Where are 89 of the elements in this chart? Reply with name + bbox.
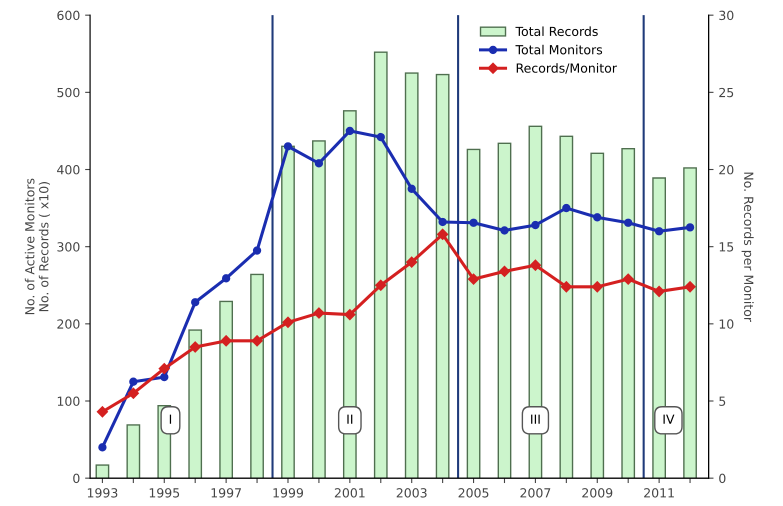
legend-label: Records/Monitor: [516, 63, 617, 74]
annotation: I: [170, 414, 172, 424]
x-tick-label: 2007: [520, 488, 550, 498]
point: [624, 218, 632, 227]
point: [530, 260, 542, 271]
bar: [250, 274, 264, 478]
point: [408, 184, 416, 193]
x-tick-label: 1997: [212, 488, 241, 498]
bar: [312, 140, 326, 478]
point: [498, 266, 510, 277]
bar: [404, 72, 419, 478]
bar: [590, 152, 604, 478]
x-tick-label: 2003: [396, 488, 427, 498]
y2-tick-label: 20: [719, 164, 734, 174]
x-tick-label: 2005: [458, 488, 488, 498]
point: [500, 226, 509, 235]
point: [469, 218, 478, 227]
point: [129, 378, 138, 386]
bar: [498, 142, 512, 478]
point: [190, 341, 201, 353]
bar: [466, 148, 480, 478]
y-tick-label: 500: [57, 88, 80, 98]
annotation: IV: [664, 414, 674, 424]
bar: [188, 329, 202, 478]
point: [438, 218, 447, 226]
legend-label: Total Records: [515, 26, 598, 36]
bar: [96, 464, 110, 478]
point: [160, 372, 168, 382]
point: [128, 388, 139, 399]
point: [654, 227, 664, 236]
annotation: III: [531, 414, 540, 424]
point: [284, 142, 292, 151]
point: [282, 316, 294, 328]
point: [593, 213, 602, 222]
point: [622, 273, 634, 285]
bar: [281, 146, 295, 478]
point: [375, 280, 386, 291]
annotation: II: [347, 414, 352, 424]
bar: [683, 167, 697, 478]
point: [562, 204, 571, 212]
point: [531, 220, 540, 230]
point: [191, 298, 200, 306]
point: [314, 159, 324, 168]
bar: [126, 424, 140, 478]
legend-label: Total Monitors: [515, 44, 602, 54]
point: [686, 223, 694, 232]
point: [437, 228, 448, 240]
y2-axis-title: No. Records per Monitor: [742, 172, 754, 322]
point: [684, 281, 696, 292]
x-tick-label: 1993: [88, 488, 118, 498]
y2-tick-label: 5: [719, 396, 726, 406]
y2-tick-label: 15: [720, 242, 734, 252]
point: [346, 126, 354, 136]
point: [220, 335, 232, 346]
point: [468, 273, 480, 285]
bar: [436, 74, 450, 478]
point: [96, 406, 108, 418]
y2-tick-label: 30: [719, 10, 734, 20]
y-tick-label: 400: [57, 164, 80, 174]
point: [313, 307, 325, 319]
point: [592, 281, 603, 292]
y-tick-label: 0: [73, 474, 80, 484]
y-tick-label: 100: [58, 396, 80, 406]
x-tick-label: 2009: [582, 488, 612, 498]
point: [98, 443, 107, 452]
bar: [559, 136, 574, 478]
y2-tick-label: 0: [719, 474, 726, 484]
point: [406, 256, 418, 268]
point: [654, 286, 665, 298]
x-tick-label: 1999: [273, 488, 304, 498]
bar: [219, 300, 234, 478]
y-axis-title: No. of Active Monitors No. of Records ( x10): [24, 178, 50, 314]
x-tick-label: 1995: [150, 488, 180, 498]
point: [222, 274, 230, 282]
bar: [374, 52, 388, 478]
y2-tick-label: 25: [719, 88, 734, 98]
point: [344, 308, 356, 320]
point: [251, 335, 263, 346]
x-tick-label: 2001: [334, 488, 365, 498]
y2-tick-label: 10: [720, 319, 734, 329]
y-tick-label: 300: [57, 242, 80, 252]
point: [252, 246, 262, 255]
point: [158, 362, 170, 374]
y-tick-label: 600: [57, 10, 80, 20]
point: [376, 132, 385, 142]
point: [560, 281, 572, 292]
bar: [621, 148, 636, 478]
x-tick-label: 2011: [644, 488, 674, 498]
y-tick-label: 200: [57, 319, 80, 329]
